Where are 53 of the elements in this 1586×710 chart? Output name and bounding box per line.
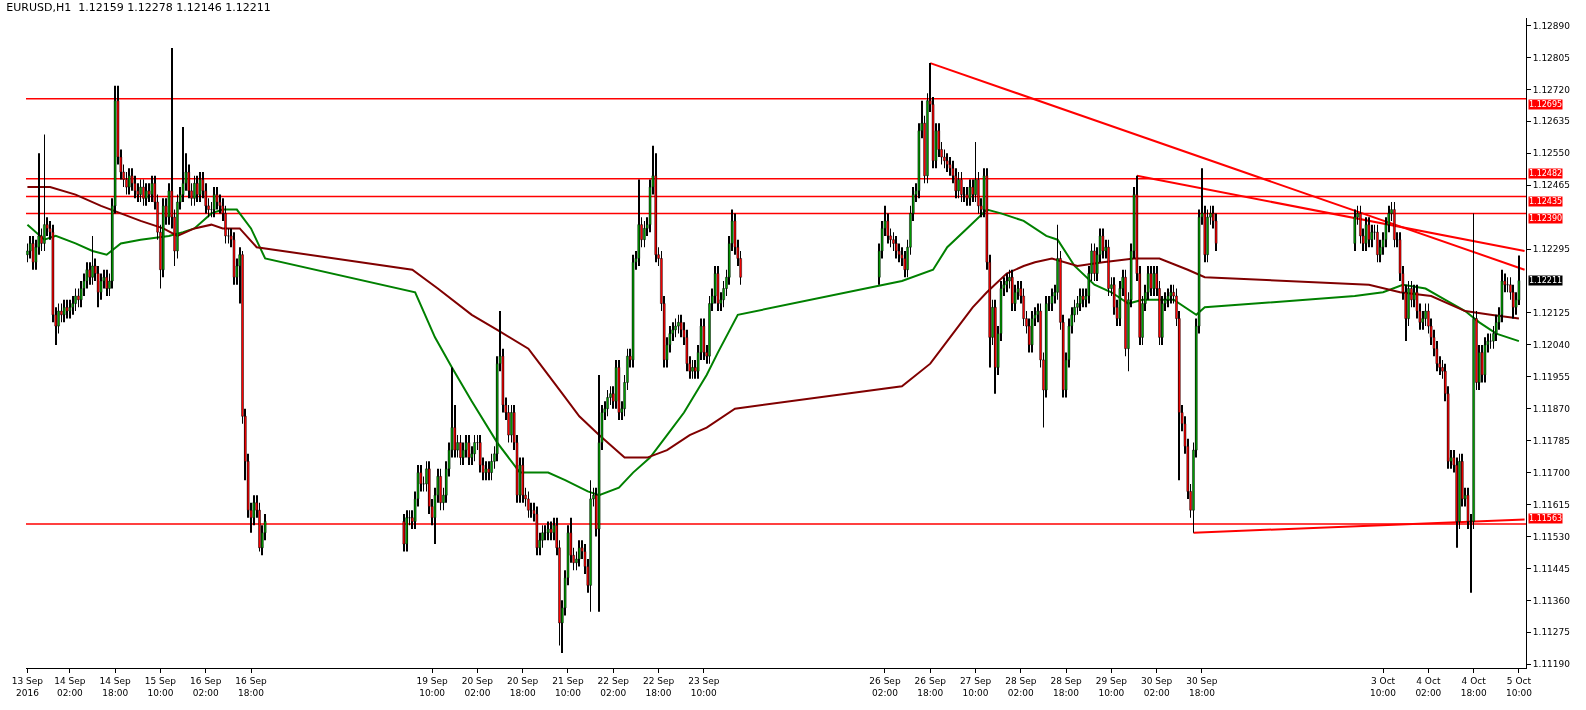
y-tick-label: 1.11360 — [1532, 595, 1571, 606]
y-tick-label: 1.11700 — [1532, 467, 1571, 478]
x-tick-label: 23 Sep 10:00 — [688, 675, 720, 698]
y-tick-label: 1.11615 — [1532, 499, 1571, 510]
x-tick-label: 13 Sep 2016 — [11, 675, 44, 698]
y-tick-label: 1.12890 — [1532, 20, 1571, 31]
x-tick-label: 5 Oct 10:00 — [1505, 675, 1533, 698]
y-tick-label: 1.11955 — [1532, 371, 1571, 382]
y-tick-label: 1.12465 — [1532, 180, 1571, 191]
y-tick-label: 1.11275 — [1532, 627, 1571, 638]
y-tick-label: 1.12805 — [1532, 52, 1571, 63]
x-tick-label: 20 Sep 02:00 — [461, 675, 494, 698]
x-tick-label: 4 Oct 02:00 — [1415, 675, 1442, 698]
x-tick-label: 20 Sep 18:00 — [507, 675, 539, 698]
line-series — [26, 186, 1520, 459]
y-tick-label: 1.12720 — [1532, 84, 1571, 95]
x-tick-label: 21 Sep 10:00 — [552, 675, 584, 698]
y-tick-label: 1.12635 — [1532, 116, 1571, 127]
text: 1.12211 — [1529, 276, 1563, 285]
x-tick-label: 15 Sep 10:00 — [144, 675, 177, 698]
x-tick-label: 28 Sep 18:00 — [1050, 675, 1083, 698]
y-tick-label: 1.12295 — [1532, 244, 1571, 255]
x-tick-label: 30 Sep 18:00 — [1186, 675, 1218, 698]
y-tick-label: 1.11445 — [1532, 563, 1571, 574]
x-tick-label: 16 Sep 18:00 — [235, 675, 267, 698]
x-tick-label: 4 Oct 18:00 — [1460, 675, 1487, 698]
x-tick-label: 22 Sep 02:00 — [597, 675, 630, 698]
ref-line-label: 1.11563 — [1529, 514, 1563, 523]
y-tick-label: 1.11870 — [1532, 403, 1571, 414]
ref-line-label: 1.12482 — [1529, 169, 1563, 178]
x-tick-label: 22 Sep 18:00 — [642, 675, 675, 698]
x-tick-label: 27 Sep 10:00 — [959, 675, 992, 698]
ref-line-label: 1.12390 — [1529, 214, 1563, 223]
x-tick-label: 26 Sep 02:00 — [869, 675, 901, 698]
y-tick-label: 1.12550 — [1532, 148, 1571, 159]
x-tick-label: 19 Sep 10:00 — [416, 675, 449, 698]
x-tick-label: 28 Sep 02:00 — [1005, 675, 1037, 698]
y-tick-label: 1.12040 — [1532, 340, 1571, 351]
ref-line-label: 1.12695 — [1529, 100, 1563, 109]
ref-line-label: 1.12435 — [1529, 197, 1563, 206]
y-tick-label: 1.11785 — [1532, 435, 1571, 446]
y-tick-label: 1.11530 — [1532, 531, 1571, 542]
y-tick-label: 1.12125 — [1532, 308, 1571, 319]
x-tick-label: 14 Sep 18:00 — [99, 675, 132, 698]
candlestick — [1506, 277, 1509, 293]
chart-title: EURUSD,H1 1.12159 1.12278 1.12146 1.12211 — [6, 1, 271, 15]
x-tick-label: 3 Oct 10:00 — [1370, 675, 1397, 698]
y-tick-label: 1.11190 — [1532, 659, 1571, 670]
x-tick-label: 30 Sep 02:00 — [1141, 675, 1173, 698]
x-tick-label: 14 Sep 02:00 — [54, 675, 86, 698]
x-tick-label: 29 Sep 10:00 — [1095, 675, 1128, 698]
x-tick-label: 16 Sep 02:00 — [190, 675, 222, 698]
x-tick-label: 26 Sep 18:00 — [914, 675, 947, 698]
